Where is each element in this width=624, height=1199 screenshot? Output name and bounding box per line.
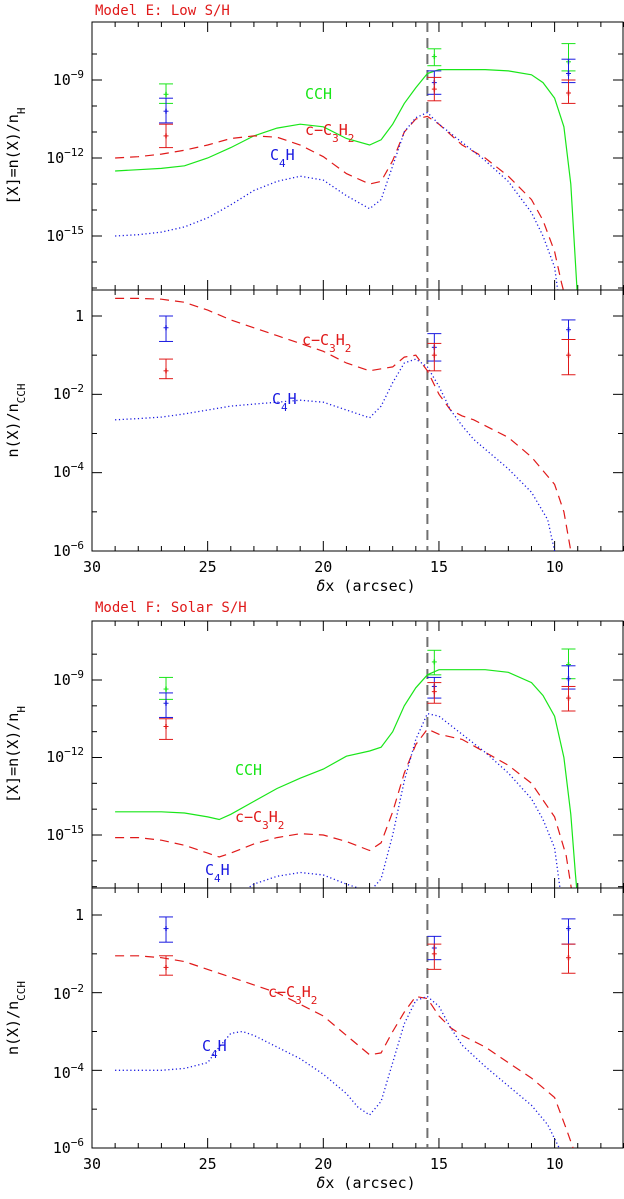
series-line-c4h bbox=[115, 358, 556, 551]
x-tick-label: 30 bbox=[83, 558, 101, 576]
y-axis-label: [X]=n(X)/nH bbox=[4, 706, 28, 803]
y-tick-label: 10−15 bbox=[46, 823, 84, 844]
y-tick-label: 10−12 bbox=[46, 146, 84, 167]
x-axis-label: δx (arcsec) bbox=[316, 1174, 415, 1192]
observation-c-c3h2 bbox=[561, 339, 576, 376]
series-label-c-c3h2: c−C3H2 bbox=[235, 808, 284, 832]
series-line-c-c3h2 bbox=[115, 955, 574, 1148]
observation-c-c3h2 bbox=[561, 943, 576, 974]
series-line-cch bbox=[115, 669, 578, 888]
y-tick-label: 10−6 bbox=[53, 1136, 84, 1157]
series-label-c4h: C4H bbox=[202, 1037, 227, 1061]
series-group bbox=[115, 297, 572, 551]
series-label-c-c3h2: c−C3H2 bbox=[305, 121, 354, 145]
y-tick-label: 10−9 bbox=[53, 668, 84, 689]
observation-c-c3h2 bbox=[427, 342, 442, 372]
observation-c4h bbox=[561, 319, 576, 340]
series-label-c-c3h2: c−C3H2 bbox=[302, 331, 351, 355]
series-label-c4h: C4H bbox=[205, 861, 230, 885]
observation-c-c3h2 bbox=[561, 79, 576, 104]
y-axis-label: n(X)/nCCH bbox=[4, 981, 28, 1055]
x-axis-label: δx (arcsec) bbox=[316, 577, 415, 595]
x-tick-label: 15 bbox=[430, 558, 448, 576]
x-tick-label: 20 bbox=[314, 558, 332, 576]
series-label-c4h: C4H bbox=[272, 390, 297, 414]
y-tick-label: 10−9 bbox=[53, 68, 84, 89]
series-label-c-c3h2: c−C3H2 bbox=[268, 983, 317, 1007]
series-line-c4h bbox=[115, 995, 560, 1148]
x-tick-label: 10 bbox=[546, 1155, 564, 1173]
series-group bbox=[115, 69, 578, 290]
series-label-cch: CCH bbox=[305, 85, 332, 103]
x-tick-label: 15 bbox=[430, 1155, 448, 1173]
observation-c4h bbox=[159, 315, 174, 342]
observation-c4h bbox=[561, 665, 576, 690]
plot-frame bbox=[91, 620, 624, 889]
chart-title: Model E: Low S/H bbox=[95, 3, 230, 19]
y-tick-label: 10−4 bbox=[53, 460, 85, 481]
y-tick-label: 10−12 bbox=[46, 745, 84, 766]
y-tick-label: 10−2 bbox=[53, 982, 84, 1003]
series-line-c-c3h2 bbox=[115, 115, 564, 290]
y-axis-label: n(X)/nCCH bbox=[4, 383, 28, 457]
observation-c-c3h2 bbox=[427, 943, 442, 970]
x-tick-label: 25 bbox=[199, 1155, 217, 1173]
series-line-c-c3h2 bbox=[115, 297, 572, 551]
plot-frame bbox=[91, 887, 624, 1149]
y-tick-label: 10−4 bbox=[53, 1061, 85, 1082]
observation-cch bbox=[427, 48, 442, 67]
x-tick-label: 25 bbox=[199, 558, 217, 576]
y-tick-label: 1 bbox=[75, 307, 84, 325]
chart-panel-1: Model E: Low S/H [X]=n(X)/nH 10−9 10−12 10−1… bbox=[4, 3, 624, 291]
x-tick-label: 10 bbox=[546, 558, 564, 576]
series-line-cch bbox=[115, 69, 578, 290]
observation-c-c3h2 bbox=[159, 358, 174, 380]
observation-c4h bbox=[159, 97, 174, 124]
x-tick-label: 20 bbox=[314, 1155, 332, 1173]
observation-c4h bbox=[561, 918, 576, 945]
observation-c-c3h2 bbox=[159, 123, 174, 149]
observation-c-c3h2 bbox=[159, 955, 174, 976]
observation-c-c3h2 bbox=[427, 76, 442, 102]
y-tick-label: 10−15 bbox=[46, 224, 84, 245]
observation-c4h bbox=[159, 692, 174, 718]
x-tick-label: 30 bbox=[83, 1155, 101, 1173]
series-line-c4h bbox=[115, 111, 559, 290]
series-line-c-c3h2 bbox=[115, 728, 572, 888]
observation-c-c3h2 bbox=[427, 682, 442, 704]
series-group bbox=[115, 955, 574, 1148]
series-label-c4h: C4H bbox=[270, 146, 295, 170]
observation-cch bbox=[427, 649, 442, 676]
plot-frame bbox=[91, 289, 624, 552]
observation-c-c3h2 bbox=[159, 718, 174, 740]
chart-title: Model F: Solar S/H bbox=[95, 600, 247, 616]
y-axis-label: [X]=n(X)/nH bbox=[4, 108, 28, 205]
series-group bbox=[115, 669, 578, 888]
y-tick-label: 1 bbox=[75, 906, 84, 924]
y-tick-label: 10−6 bbox=[53, 539, 84, 560]
series-label-cch: CCH bbox=[235, 761, 262, 779]
plot-frame bbox=[91, 21, 624, 291]
chart-panel-3: Model F: Solar S/H [X]=n(X)/nH 10−9 10−12 10… bbox=[4, 600, 624, 889]
observation-c4h bbox=[159, 916, 174, 943]
chart-panel-4: n(X)/nCCH 1 10−2 10−4 10−630 25 20 15 10 δx (arcs… bbox=[4, 887, 624, 1192]
series-line-c4h bbox=[246, 712, 561, 888]
y-tick-label: 10−2 bbox=[53, 382, 84, 403]
chart-panel-2: n(X)/nCCH 1 10−2 10−4 10−630 25 20 15 10 δx (arcs… bbox=[4, 289, 624, 595]
observation-c-c3h2 bbox=[561, 685, 576, 712]
